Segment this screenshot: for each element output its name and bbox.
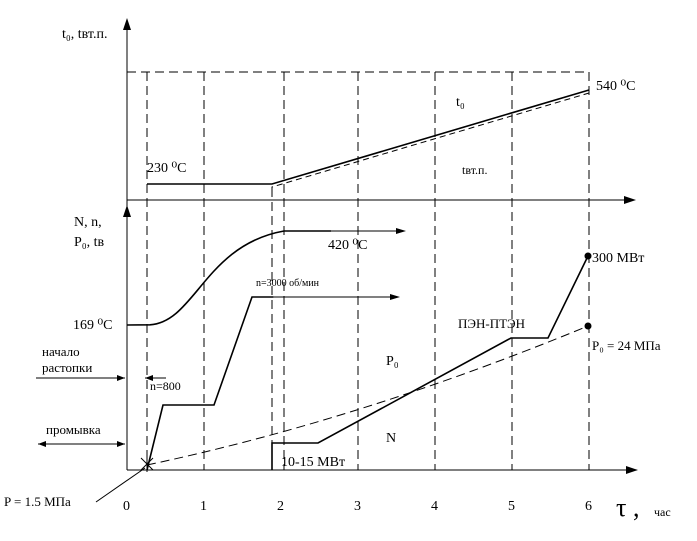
series-N <box>271 255 589 470</box>
x-tick-label: 6 <box>585 499 592 514</box>
start-arrow-head <box>117 375 125 381</box>
p0-end-marker <box>584 322 592 330</box>
x-axis-unit: час <box>654 505 671 519</box>
flush-label: промывка <box>46 422 101 437</box>
x-tick-label: 4 <box>431 499 438 514</box>
chart-grid <box>127 71 590 470</box>
bottom-y-label-1: N, n, <box>74 215 102 230</box>
x-tick-label: 5 <box>508 499 515 514</box>
p-start-marker <box>140 456 154 472</box>
tvtp-series-label: tвт.п. <box>462 163 487 177</box>
series-tvtp <box>271 92 590 192</box>
series-p0 <box>146 325 589 466</box>
flush-arrow-left-head <box>38 441 46 447</box>
y-axis-arrow-middle <box>123 205 131 217</box>
p-start-leader <box>95 467 146 503</box>
t0-end-label: 540 ⁰C <box>596 79 635 94</box>
separator-arrow <box>624 196 636 204</box>
N-end-label: 300 МВт <box>592 251 644 266</box>
tv-end-label: 420 ⁰C <box>328 238 367 253</box>
x-axis-label: τ , <box>616 493 639 522</box>
p0-series-label: P₀ <box>386 354 399 369</box>
series-t0 <box>147 89 590 185</box>
x-tick-label: 2 <box>277 499 284 514</box>
N-end-marker <box>584 252 592 260</box>
x-tick-label: 3 <box>354 499 361 514</box>
n-800-label: n=800 <box>150 379 181 393</box>
p-start-label: P = 1.5 МПа <box>4 494 71 509</box>
start-label-1: начало <box>42 344 80 359</box>
pen-label: ПЭН-ПТЭН <box>458 316 525 331</box>
x-tick-label: 0 <box>123 499 130 514</box>
t0-start-label: 230 ⁰C <box>147 161 186 176</box>
N-series-label: N <box>386 431 396 446</box>
tv-start-label: 169 ⁰C <box>73 318 112 333</box>
series-tv <box>126 230 331 326</box>
N-low-label: 10-15 МВт <box>281 455 345 470</box>
y-axis-arrow-top <box>123 18 131 30</box>
tv-arrow-head <box>396 228 406 234</box>
n-max-label: n=3000 об/мин <box>256 278 320 289</box>
x-tick-label: 1 <box>200 499 207 514</box>
top-y-label: t₀, tвт.п. <box>62 27 107 42</box>
n-arrow-head <box>390 294 400 300</box>
flush-arrow-right-head <box>117 441 125 447</box>
start-label-2: растопки <box>42 360 92 375</box>
t0-series-label: t₀ <box>456 95 465 110</box>
n800-arrow-head <box>145 375 153 381</box>
x-axis-arrow <box>626 466 638 474</box>
p0-end-label: P₀ = 24 МПа <box>592 338 661 353</box>
x-tick-labels: 0 1 2 3 4 5 6 <box>123 499 592 514</box>
bottom-y-label-2: P₀, tв <box>74 235 105 250</box>
